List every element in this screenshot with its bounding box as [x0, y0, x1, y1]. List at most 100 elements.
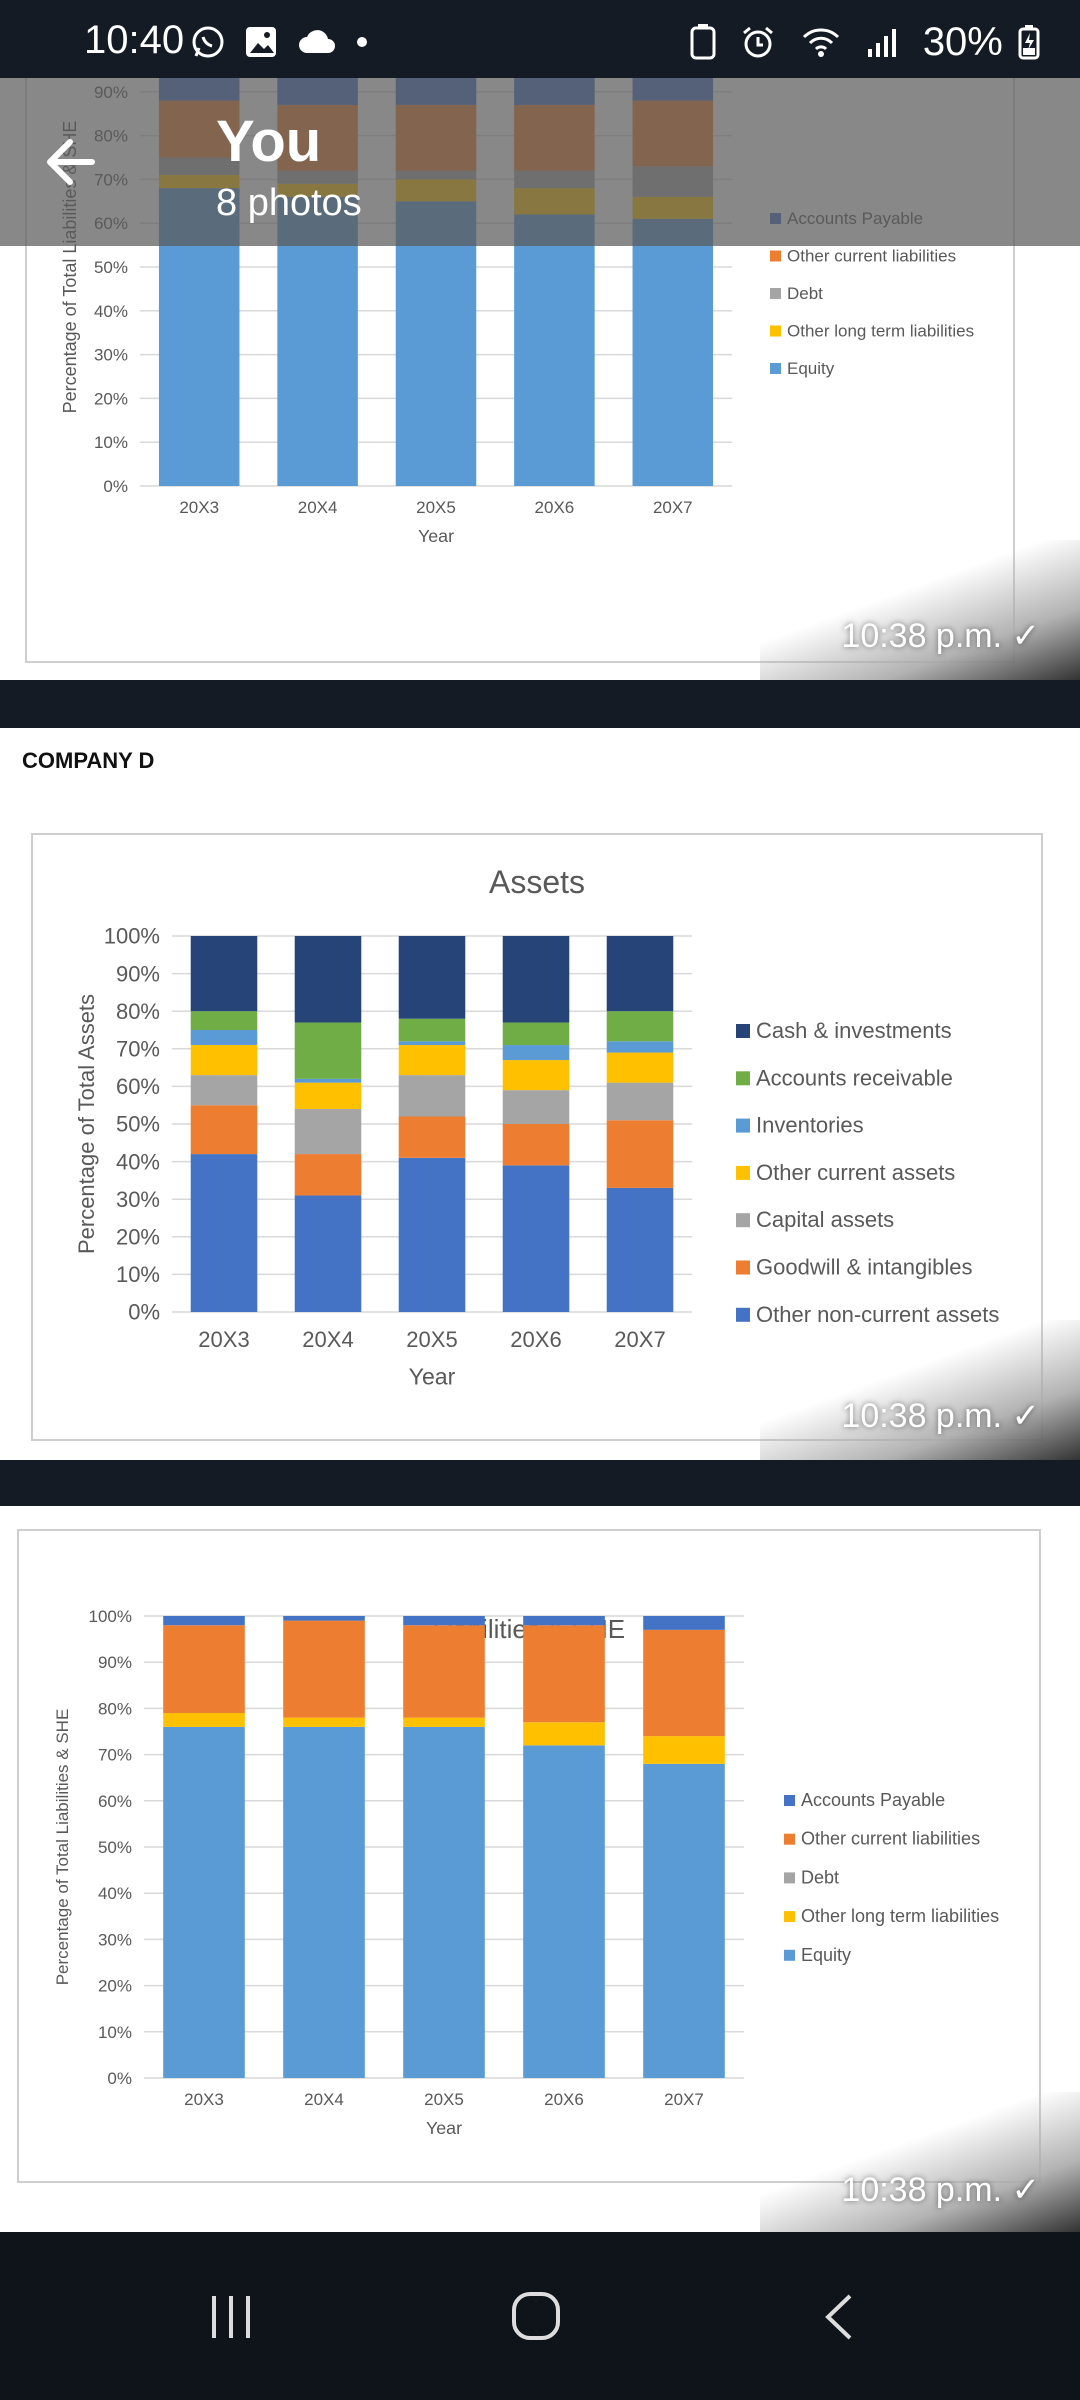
- y-tick-label: 20%: [98, 1977, 132, 1996]
- y-tick-label: 90%: [98, 1653, 132, 1672]
- legend-label: Equity: [801, 1945, 851, 1965]
- x-tick-label: 20X5: [424, 2090, 464, 2109]
- bar-segment: [403, 1726, 485, 2078]
- y-tick-label: 90%: [116, 961, 160, 986]
- x-tick-label: 20X6: [510, 1327, 561, 1352]
- bar-segment: [163, 1625, 245, 1714]
- bar-segment: [294, 1108, 362, 1155]
- bar-segment: [523, 1616, 605, 1626]
- legend-swatch: [736, 1071, 750, 1086]
- y-tick-label: 50%: [116, 1112, 160, 1137]
- status-time: 10:40: [84, 18, 185, 62]
- bar-segment: [294, 1022, 362, 1079]
- bar-segment: [398, 1116, 466, 1158]
- bar-segment: [190, 1105, 258, 1155]
- y-tick-label: 40%: [94, 302, 128, 321]
- legend-swatch: [770, 288, 781, 299]
- legend-swatch: [770, 363, 781, 374]
- bar-segment: [502, 1022, 570, 1046]
- y-axis-label: Percentage of Total Assets: [74, 994, 99, 1254]
- battery-charging-icon: [1018, 25, 1040, 60]
- y-tick-label: 50%: [94, 258, 128, 277]
- photo-timestamp: 10:38 p.m. ✓: [841, 2171, 1040, 2209]
- x-tick-label: 20X4: [304, 2090, 344, 2109]
- y-tick-label: 40%: [116, 1149, 160, 1174]
- legend-swatch: [784, 1911, 795, 1923]
- bar-segment: [606, 936, 674, 1012]
- bar-segment: [283, 1616, 365, 1621]
- y-tick-label: 30%: [98, 1930, 132, 1949]
- bar-segment: [502, 1045, 570, 1061]
- dot-icon: [357, 37, 368, 47]
- bar-segment: [395, 201, 477, 487]
- recent-apps-icon[interactable]: [206, 2292, 256, 2342]
- x-tick-label: 20X5: [406, 1327, 457, 1352]
- legend-label: Other long term liabilities: [801, 1906, 999, 1926]
- bar-segment: [398, 1045, 466, 1076]
- home-icon[interactable]: [510, 2290, 562, 2342]
- legend-swatch: [784, 1795, 795, 1806]
- photo-chart-liabilities-she[interactable]: Liabilities & SHE0%10%20%30%40%50%60%70%…: [0, 1506, 1080, 2232]
- bar-segment: [190, 1011, 258, 1030]
- gallery-icon: [246, 27, 277, 57]
- y-tick-label: 80%: [98, 1699, 132, 1718]
- bar-segment: [514, 214, 595, 486]
- x-axis-label: Year: [409, 1364, 456, 1390]
- back-arrow-icon[interactable]: [40, 130, 104, 194]
- bar-segment: [398, 936, 466, 1019]
- y-tick-label: 80%: [116, 999, 160, 1024]
- legend-swatch: [784, 1872, 795, 1884]
- bar-segment: [398, 1075, 466, 1117]
- wifi-icon: [802, 28, 839, 58]
- bar-segment: [294, 1195, 362, 1312]
- company-label: COMPANY D: [22, 748, 155, 773]
- legend-swatch: [784, 1949, 795, 1961]
- bar-segment: [283, 1726, 365, 2078]
- legend-label: Debt: [801, 1867, 839, 1887]
- timestamp-shade: [760, 540, 1080, 680]
- x-axis-label: Year: [426, 2118, 462, 2138]
- bar-segment: [190, 1045, 258, 1076]
- x-tick-label: 20X4: [302, 1327, 353, 1352]
- bar-segment: [523, 1745, 605, 2078]
- y-tick-label: 20%: [94, 389, 128, 408]
- bar-segment: [398, 1041, 466, 1046]
- legend-swatch: [736, 1024, 750, 1038]
- bar-segment: [643, 1616, 725, 1630]
- bar-segment: [403, 1717, 485, 1727]
- y-tick-label: 10%: [98, 2023, 132, 2042]
- x-tick-label: 20X7: [614, 1327, 665, 1352]
- legend-label: Capital assets: [756, 1207, 894, 1232]
- bar-segment: [606, 1120, 674, 1188]
- y-tick-label: 100%: [104, 924, 160, 949]
- status-system-icons: 30%: [690, 18, 1040, 65]
- cloud-icon: [298, 30, 335, 53]
- bar-segment: [294, 936, 362, 1023]
- gallery-header: You 8 photos: [0, 78, 1080, 246]
- bar-segment: [502, 1060, 570, 1091]
- legend-label: Other current liabilities: [787, 247, 956, 266]
- chart-assets: Assets 0% 10% 20% 30% 40% 50% 60% 70% 80% 90% 100% 2…: [31, 833, 1043, 1441]
- bar-segment: [283, 1717, 365, 1727]
- bar-segment: [163, 1713, 245, 1727]
- legend-swatch: [736, 1307, 750, 1322]
- photo-chart-assets[interactable]: Assets 0% 10% 20% 30% 40% 50% 60% 70% 80% 90% 100% 2…: [0, 728, 1080, 1460]
- x-tick-label: 20X6: [544, 2090, 584, 2109]
- bar-segment: [502, 1090, 570, 1124]
- y-tick-label: 20%: [116, 1225, 160, 1250]
- x-tick-label: 20X7: [664, 2090, 704, 2109]
- bar-segment: [606, 1041, 674, 1053]
- chart-liabilities-she: Liabilities & SHE0%10%20%30%40%50%60%70%…: [17, 1529, 1041, 2183]
- y-tick-label: 60%: [98, 1792, 132, 1811]
- back-nav-icon[interactable]: [820, 2292, 860, 2342]
- legend-label: Goodwill & intangibles: [756, 1255, 972, 1280]
- legend-swatch: [736, 1260, 750, 1275]
- x-tick-label: 20X5: [416, 498, 456, 517]
- y-axis-label: Percentage of Total Liabilities & SHE: [53, 1709, 72, 1986]
- legend-label: Other current assets: [756, 1160, 955, 1185]
- y-tick-label: 70%: [98, 1746, 132, 1765]
- y-tick-label: 10%: [94, 433, 128, 452]
- status-notification-icons: [190, 24, 383, 60]
- timestamp-shade: [760, 2092, 1080, 2232]
- bar-segment: [283, 1620, 365, 1718]
